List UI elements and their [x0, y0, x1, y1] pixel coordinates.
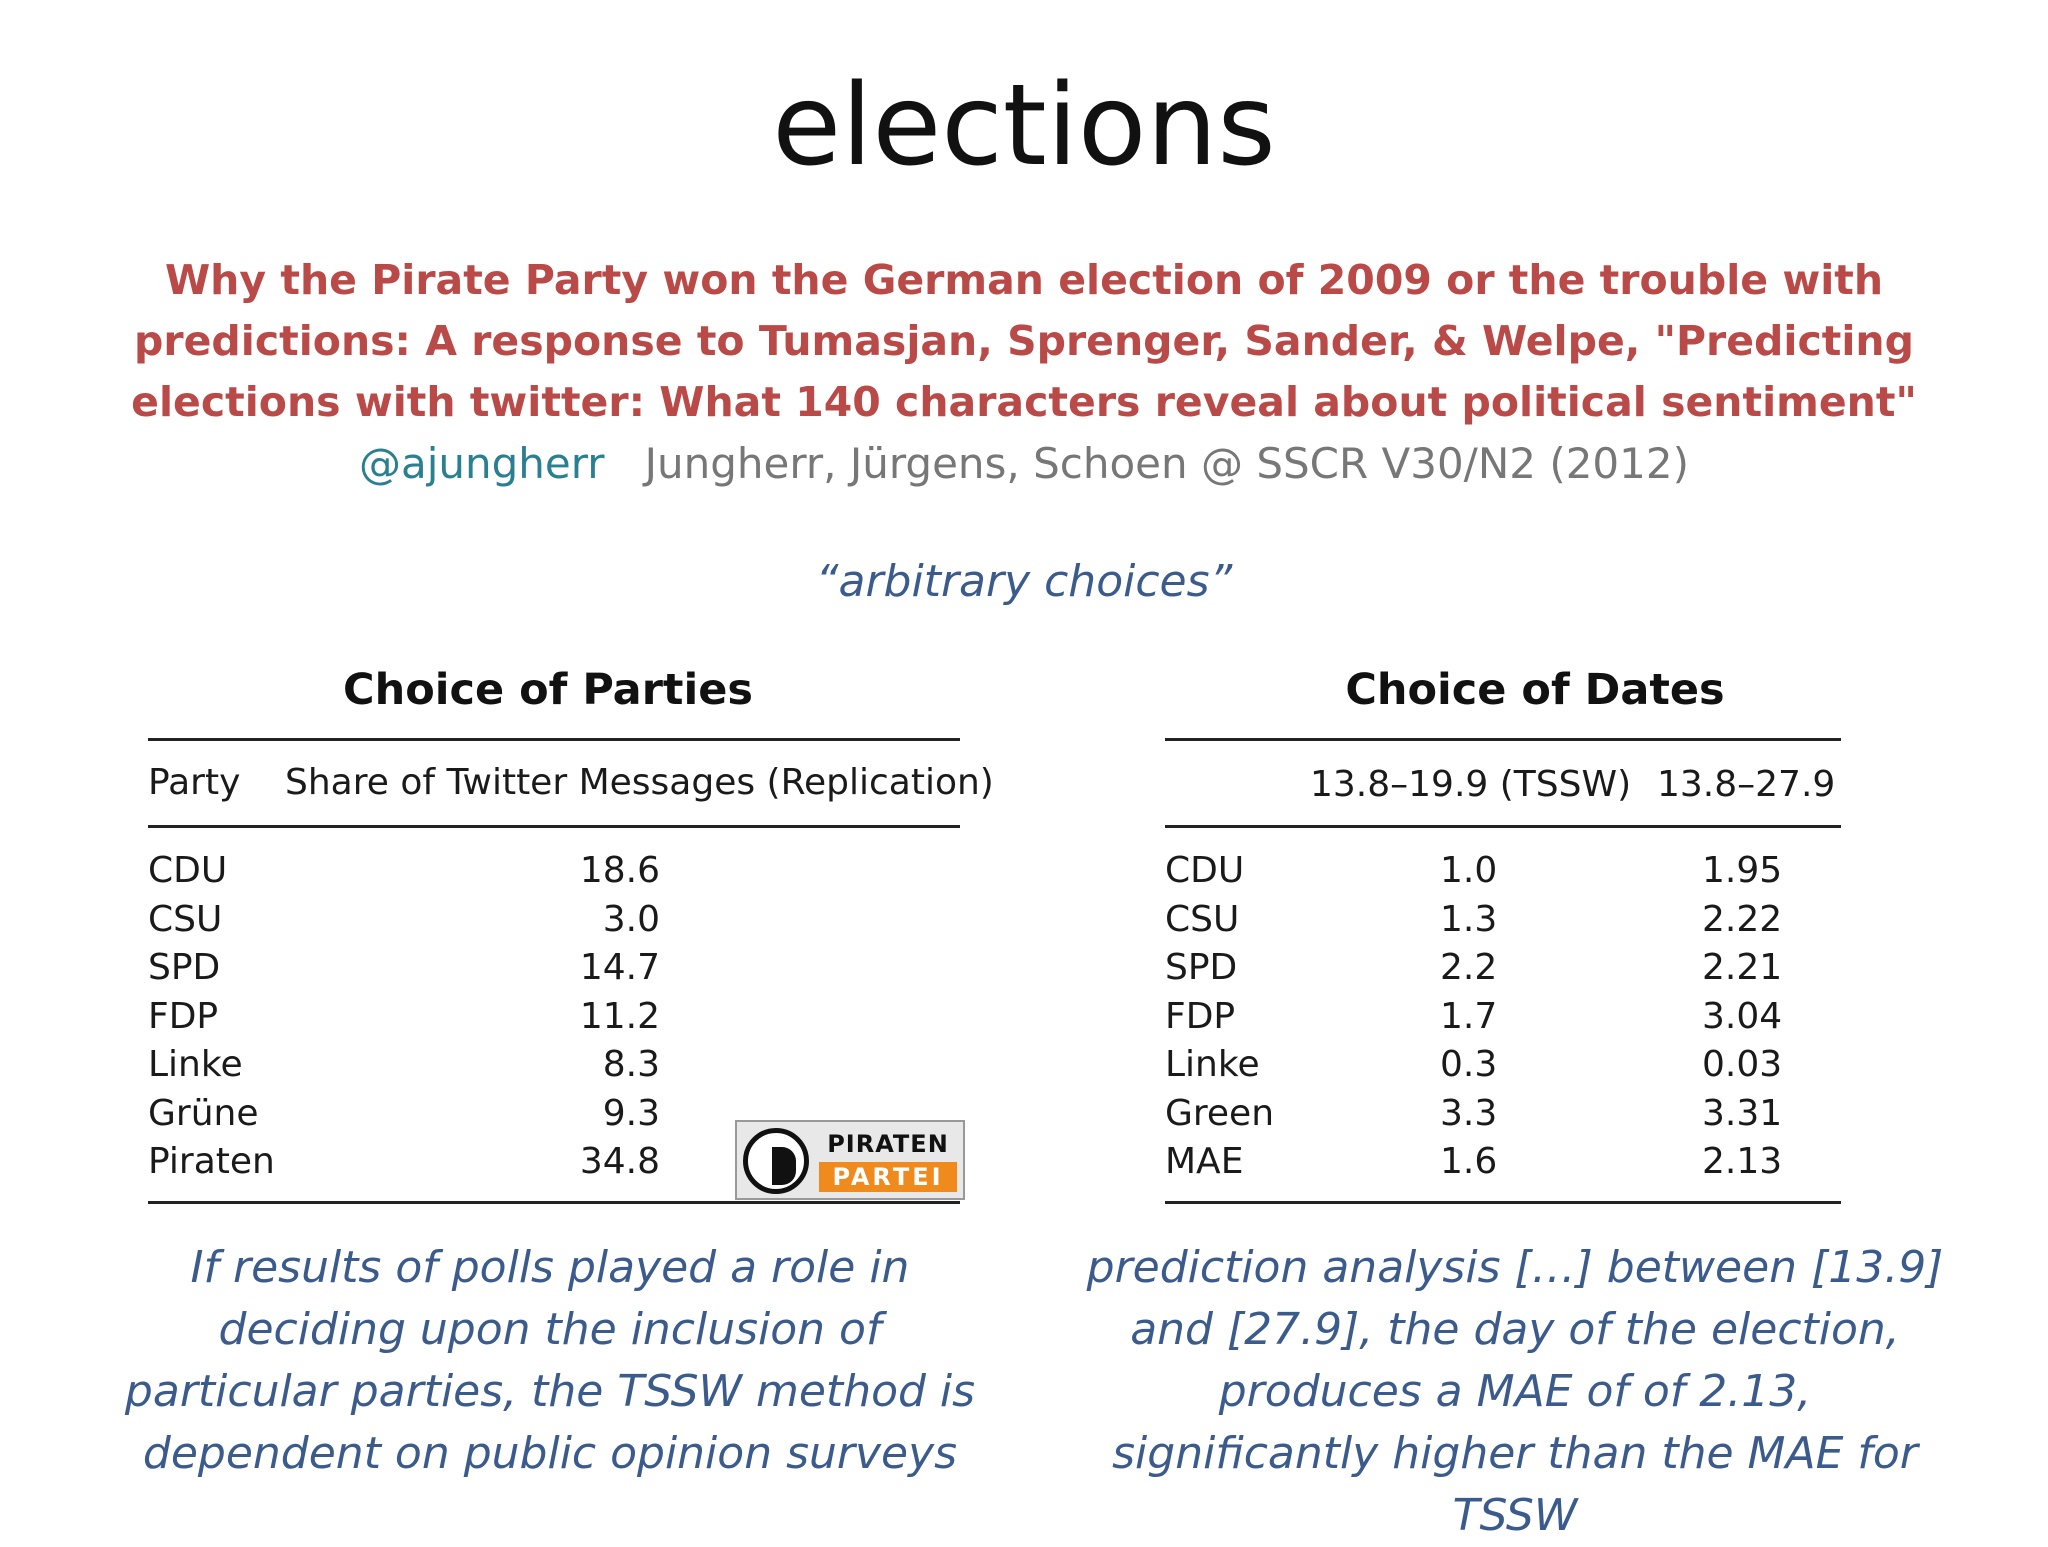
party-name: Linke	[148, 1044, 243, 1085]
col-header-share: Share of Twitter Messages (Replication)	[285, 762, 994, 803]
date-value-tssw: 1.7	[1440, 995, 1498, 1037]
table-bottom-rule	[148, 1201, 960, 1204]
parties-caption: If results of polls played a role in dec…	[124, 1242, 976, 1479]
party-name: Grüne	[148, 1092, 259, 1134]
date-value-tssw: 2.2	[1440, 947, 1498, 988]
author-line: @ajungherr Jungherr, Jürgens, Schoen @ S…	[0, 436, 2048, 492]
party-share-value: 11.2	[579, 995, 660, 1037]
party-share-value: 3.0	[602, 898, 660, 940]
party-name: CDU	[148, 850, 228, 891]
dates-heading: Choice of Dates	[1345, 665, 1725, 715]
date-row-label: CSU	[1165, 898, 1240, 940]
party-name: SPD	[148, 947, 221, 988]
pirate-party-logo: PIRATEN PARTEI	[735, 1120, 965, 1200]
table-top-rule	[148, 738, 960, 741]
party-name: Piraten	[148, 1141, 275, 1182]
table-header-rule	[148, 825, 960, 828]
date-value-extended: 3.04	[1702, 995, 1783, 1037]
pirate-flag-icon	[743, 1128, 809, 1194]
party-share-value: 34.8	[579, 1141, 660, 1182]
table-top-rule	[1165, 738, 1841, 741]
date-value-extended: 2.21	[1702, 947, 1783, 988]
party-name: CSU	[148, 898, 223, 940]
party-share-value: 9.3	[602, 1092, 660, 1134]
date-value-tssw: 1.6	[1440, 1141, 1498, 1182]
date-value-extended: 0.03	[1702, 1044, 1783, 1085]
parties-heading: Choice of Parties	[343, 665, 753, 715]
col-header-a: 13.8–19.9 (TSSW)	[1310, 764, 1632, 805]
table-header-rule	[1165, 825, 1841, 828]
logo-text-bottom: PARTEI	[819, 1162, 957, 1192]
date-value-tssw: 1.0	[1440, 850, 1498, 891]
slide-title: elections	[772, 61, 1276, 191]
col-header-b: 13.8–27.9	[1657, 764, 1836, 805]
twitter-handle: @ajungherr	[359, 439, 605, 488]
quote: “arbitrary choices”	[815, 556, 1233, 607]
date-row-label: CDU	[1165, 850, 1245, 891]
date-row-label: FDP	[1165, 995, 1236, 1037]
date-value-extended: 2.13	[1702, 1141, 1783, 1182]
date-row-label: Green	[1165, 1092, 1275, 1134]
party-name: FDP	[148, 995, 219, 1037]
dates-caption: prediction analysis […] between [13.9] a…	[1086, 1242, 1944, 1541]
table-bottom-rule	[1165, 1201, 1841, 1204]
date-value-tssw: 3.3	[1440, 1092, 1498, 1134]
party-share-value: 18.6	[579, 850, 660, 891]
date-row-label: MAE	[1165, 1141, 1244, 1182]
date-value-extended: 3.31	[1702, 1092, 1783, 1134]
party-share-value: 8.3	[602, 1044, 660, 1085]
citation: Jungherr, Jürgens, Schoen @ SSCR V30/N2 …	[644, 439, 1689, 488]
paper-title: Why the Pirate Party won the German elec…	[131, 256, 1917, 426]
date-row-label: SPD	[1165, 947, 1238, 988]
date-value-extended: 1.95	[1702, 850, 1783, 891]
party-share-value: 14.7	[579, 947, 660, 988]
col-header-party: Party	[148, 762, 241, 803]
date-value-extended: 2.22	[1702, 898, 1783, 940]
date-row-label: Linke	[1165, 1044, 1260, 1085]
date-value-tssw: 1.3	[1440, 898, 1498, 940]
date-value-tssw: 0.3	[1440, 1044, 1498, 1085]
logo-text-top: PIRATEN	[827, 1130, 949, 1158]
